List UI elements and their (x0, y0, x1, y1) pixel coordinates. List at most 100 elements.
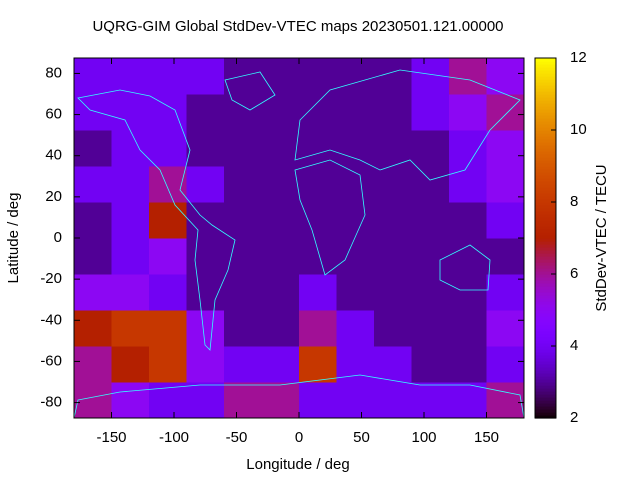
colorbar-swatch (535, 244, 556, 248)
heat-cell (374, 94, 412, 131)
heat-cell (261, 310, 300, 347)
heat-cell (149, 346, 187, 383)
heat-cell (224, 202, 262, 239)
heat-cell (336, 274, 375, 311)
heat-cell (299, 238, 337, 275)
colorbar-swatch (535, 202, 556, 206)
heat-cell (224, 346, 262, 383)
colorbar-swatch (535, 172, 556, 176)
colorbar-tick-label: 6 (570, 265, 578, 282)
heat-cell (374, 346, 412, 383)
heat-cell (449, 310, 487, 347)
colorbar-swatch (535, 388, 556, 392)
heat-cell (261, 382, 300, 418)
heat-cell (411, 202, 450, 239)
colorbar-swatch (535, 304, 556, 308)
y-tick-label: 20 (45, 188, 62, 205)
colorbar-swatch (535, 238, 556, 242)
colorbar-swatch (535, 76, 556, 80)
heat-cell (449, 94, 487, 131)
heat-cell (411, 166, 450, 203)
colorbar-swatch (535, 166, 556, 170)
heat-cell (374, 130, 412, 167)
heat-cell (299, 310, 337, 347)
colorbar-tick-label: 4 (570, 337, 578, 354)
colorbar-swatch (535, 133, 556, 137)
colorbar-swatch (535, 295, 556, 299)
heat-cell (449, 58, 487, 95)
colorbar-swatch (535, 187, 556, 191)
heat-cell (486, 202, 524, 239)
colorbar-swatch (535, 364, 556, 368)
colorbar-swatch (535, 259, 556, 263)
heat-cell (261, 202, 300, 239)
colorbar-label: StdDev-VTEC / TECU (593, 164, 610, 311)
heat-cell (149, 166, 187, 203)
colorbar-swatch (535, 97, 556, 101)
y-tick-label: 40 (45, 147, 62, 164)
heat-cell (486, 238, 524, 275)
colorbar-swatch (535, 163, 556, 167)
x-tick-label: 100 (411, 429, 436, 446)
colorbar-swatch (535, 214, 556, 218)
heat-cell (261, 130, 300, 167)
colorbar-swatch (535, 340, 556, 344)
colorbar-swatch (535, 298, 556, 302)
colorbar-swatch (535, 343, 556, 347)
heat-cell (299, 382, 337, 418)
heat-cell (261, 346, 300, 383)
y-tick-label: -60 (40, 352, 62, 369)
colorbar-swatch (535, 325, 556, 329)
coastline (294, 69, 521, 181)
heat-cell (374, 238, 412, 275)
heat-cell (149, 130, 187, 167)
colorbar-swatch (535, 121, 556, 125)
colorbar-swatch (535, 322, 556, 326)
heat-cell (186, 382, 225, 418)
heat-cell (336, 382, 375, 418)
colorbar-swatch (535, 91, 556, 95)
heat-cell (224, 310, 262, 347)
colorbar-swatch (535, 79, 556, 83)
heat-cell (336, 310, 375, 347)
heat-cell (74, 382, 112, 418)
heat-cell (411, 310, 450, 347)
heat-cell (411, 94, 450, 131)
heat-cell (186, 238, 225, 275)
coastline (294, 159, 366, 276)
heat-cell (486, 274, 524, 311)
colorbar-swatch (535, 154, 556, 158)
heat-cell (224, 382, 262, 418)
y-tick-label: 60 (45, 106, 62, 123)
colorbar-border (534, 57, 557, 419)
x-axis-label: Longitude / deg (246, 456, 349, 473)
colorbar-swatch (535, 274, 556, 278)
heat-cell (374, 274, 412, 311)
colorbar-swatch (535, 115, 556, 119)
colorbar-swatch (535, 67, 556, 71)
colorbar-swatch (535, 409, 556, 413)
heat-cell (411, 346, 450, 383)
colorbar-swatch (535, 319, 556, 323)
heat-cell (149, 58, 187, 95)
colorbar-swatch (535, 127, 556, 131)
colorbar-swatch (535, 181, 556, 185)
heat-cell (74, 202, 112, 239)
colorbar-swatch (535, 106, 556, 110)
y-tick-label: 0 (54, 229, 62, 246)
colorbar-swatch (535, 292, 556, 296)
colorbar-swatch (535, 355, 556, 359)
heat-cell (111, 130, 150, 167)
heat-cell (224, 238, 262, 275)
colorbar-swatch (535, 268, 556, 272)
heat-cell (374, 382, 412, 418)
coastline (77, 89, 236, 351)
colorbar-swatch (535, 406, 556, 410)
colorbar-swatch (535, 271, 556, 275)
colorbar-swatch (535, 85, 556, 89)
x-tick-label: -50 (226, 429, 248, 446)
heat-cell (299, 166, 337, 203)
y-tick-label: -40 (40, 311, 62, 328)
colorbar-swatch (535, 358, 556, 362)
